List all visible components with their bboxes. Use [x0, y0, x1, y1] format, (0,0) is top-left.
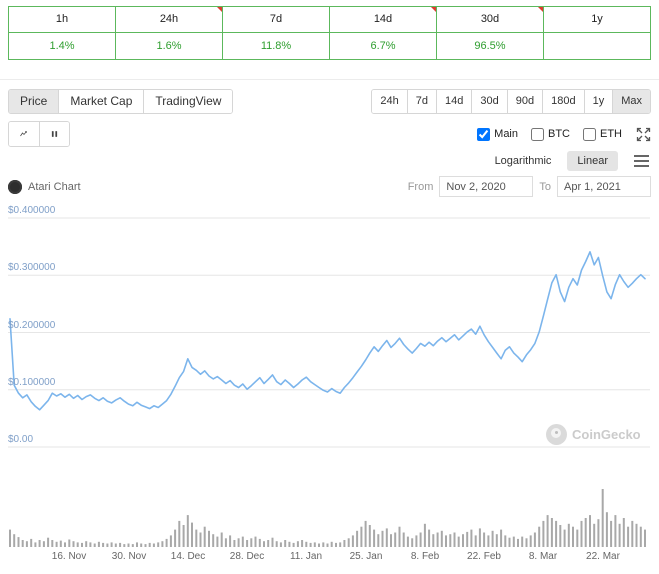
- x-axis-label: 14. Dec: [170, 551, 206, 562]
- perf-cell-1y: 1y: [543, 7, 650, 59]
- range-180d[interactable]: 180d: [542, 90, 584, 113]
- scale-row: Logarithmic Linear: [485, 151, 651, 171]
- tab-price[interactable]: Price: [9, 90, 59, 113]
- toggle-btc[interactable]: BTC: [531, 127, 570, 141]
- chart-style-row: Main BTC ETH: [8, 121, 651, 147]
- price-chart-plot[interactable]: [0, 200, 659, 460]
- change-flag-icon: [431, 7, 436, 12]
- perf-period-label: 1h: [9, 7, 115, 33]
- range-1y[interactable]: 1y: [583, 90, 613, 113]
- watermark-text: CoinGecko: [572, 427, 641, 442]
- range-90d[interactable]: 90d: [506, 90, 543, 113]
- perf-cell-7d: 7d 11.8%: [222, 7, 329, 59]
- chart-header: Atari Chart From To: [8, 176, 651, 197]
- x-axis-label: 16. Nov: [51, 551, 87, 562]
- y-axis-label: $0.100000: [8, 376, 56, 388]
- expand-arrows-icon: [636, 127, 651, 141]
- range-14d[interactable]: 14d: [436, 90, 472, 113]
- perf-period-label: 30d: [437, 7, 543, 33]
- toggle-label: Main: [494, 128, 518, 140]
- perf-period-label: 14d: [330, 7, 436, 33]
- range-7d[interactable]: 7d: [406, 90, 437, 113]
- x-axis-label: 11. Jan: [289, 551, 323, 562]
- perf-change-value: [544, 33, 650, 59]
- perf-period-label: 1y: [544, 7, 650, 33]
- range-max[interactable]: Max: [612, 90, 650, 113]
- performance-table: 1h 1.4% 24h 1.6% 7d 11.8% 14d 6.7% 30d 96.5% 1y: [8, 6, 651, 60]
- candlestick-chart-button[interactable]: [39, 122, 69, 146]
- hamburger-menu-icon[interactable]: [632, 153, 651, 169]
- x-axis-label: 22. Mar: [586, 551, 620, 562]
- menu-bar: [634, 155, 649, 157]
- to-label: To: [539, 180, 551, 193]
- chart-type-tabs: Price Market Cap TradingView: [8, 89, 234, 114]
- perf-change-value: 11.8%: [260, 40, 292, 52]
- candlestick-icon: [51, 131, 58, 137]
- perf-change-value: 1.4%: [49, 40, 75, 52]
- x-axis-label: 8. Mar: [528, 551, 558, 562]
- toggle-label: ETH: [600, 128, 622, 140]
- atari-logo-icon: [8, 179, 22, 194]
- line-chart-button[interactable]: [9, 122, 39, 146]
- y-axis-label: $0.400000: [8, 205, 56, 216]
- menu-bar: [634, 160, 649, 162]
- range-30d[interactable]: 30d: [471, 90, 507, 113]
- perf-cell-1h: 1h 1.4%: [9, 7, 115, 59]
- perf-cell-30d: 30d 96.5%: [436, 7, 543, 59]
- x-axis-label: 22. Feb: [467, 551, 501, 562]
- chart-style-toggle-group: [8, 121, 70, 147]
- perf-cell-24h: 24h 1.6%: [115, 7, 222, 59]
- perf-change-value: 96.5%: [474, 40, 506, 52]
- time-range-tabs: 24h 7d 14d 30d 90d 180d 1y Max: [371, 89, 651, 114]
- chart-title: Atari Chart: [28, 180, 81, 193]
- tab-tradingview[interactable]: TradingView: [143, 90, 233, 113]
- series-toggles: Main BTC ETH: [477, 127, 622, 141]
- fullscreen-button[interactable]: [636, 127, 651, 142]
- from-date-input[interactable]: [439, 176, 534, 197]
- to-date-input[interactable]: [557, 176, 651, 197]
- menu-bar: [634, 165, 649, 167]
- perf-change-value: 6.7%: [370, 40, 396, 52]
- y-axis-label: $0.00: [8, 434, 34, 445]
- checkbox-main[interactable]: [477, 127, 491, 141]
- perf-period-label: 24h: [116, 7, 222, 33]
- section-divider: [0, 79, 659, 80]
- range-24h[interactable]: 24h: [372, 90, 407, 113]
- series-controls: Main BTC ETH: [477, 127, 651, 142]
- x-axis-label: 25. Jan: [349, 551, 383, 562]
- line-chart-icon: [20, 131, 27, 137]
- x-axis-label: 8. Feb: [410, 551, 440, 562]
- toggle-main[interactable]: Main: [477, 127, 518, 141]
- toggle-label: BTC: [548, 128, 570, 140]
- logarithmic-button[interactable]: Logarithmic: [485, 151, 562, 171]
- x-axis-label: 30. Nov: [111, 551, 147, 562]
- tab-market-cap[interactable]: Market Cap: [58, 90, 144, 113]
- checkbox-btc[interactable]: [531, 127, 544, 141]
- coingecko-watermark: CoinGecko: [546, 424, 641, 445]
- change-flag-icon: [217, 7, 222, 12]
- y-axis-label: $0.200000: [8, 319, 56, 331]
- perf-cell-14d: 14d 6.7%: [329, 7, 436, 59]
- x-axis-label: 28. Dec: [229, 551, 265, 562]
- date-range-controls: From To: [408, 176, 651, 197]
- from-label: From: [407, 180, 434, 193]
- volume-chart-plot: [9, 489, 646, 547]
- y-axis-label: $0.300000: [8, 262, 56, 274]
- perf-period-label: 7d: [223, 7, 329, 33]
- chart-toolbar: Price Market Cap TradingView 24h 7d 14d 30d 90…: [8, 89, 651, 114]
- checkbox-eth[interactable]: [583, 127, 596, 141]
- perf-change-value: 1.6%: [156, 40, 182, 52]
- linear-button[interactable]: Linear: [567, 151, 618, 171]
- toggle-eth[interactable]: ETH: [583, 127, 622, 141]
- coingecko-logo-icon: [546, 424, 567, 445]
- chart-title-group: Atari Chart: [8, 179, 81, 194]
- change-flag-icon: [538, 7, 543, 12]
